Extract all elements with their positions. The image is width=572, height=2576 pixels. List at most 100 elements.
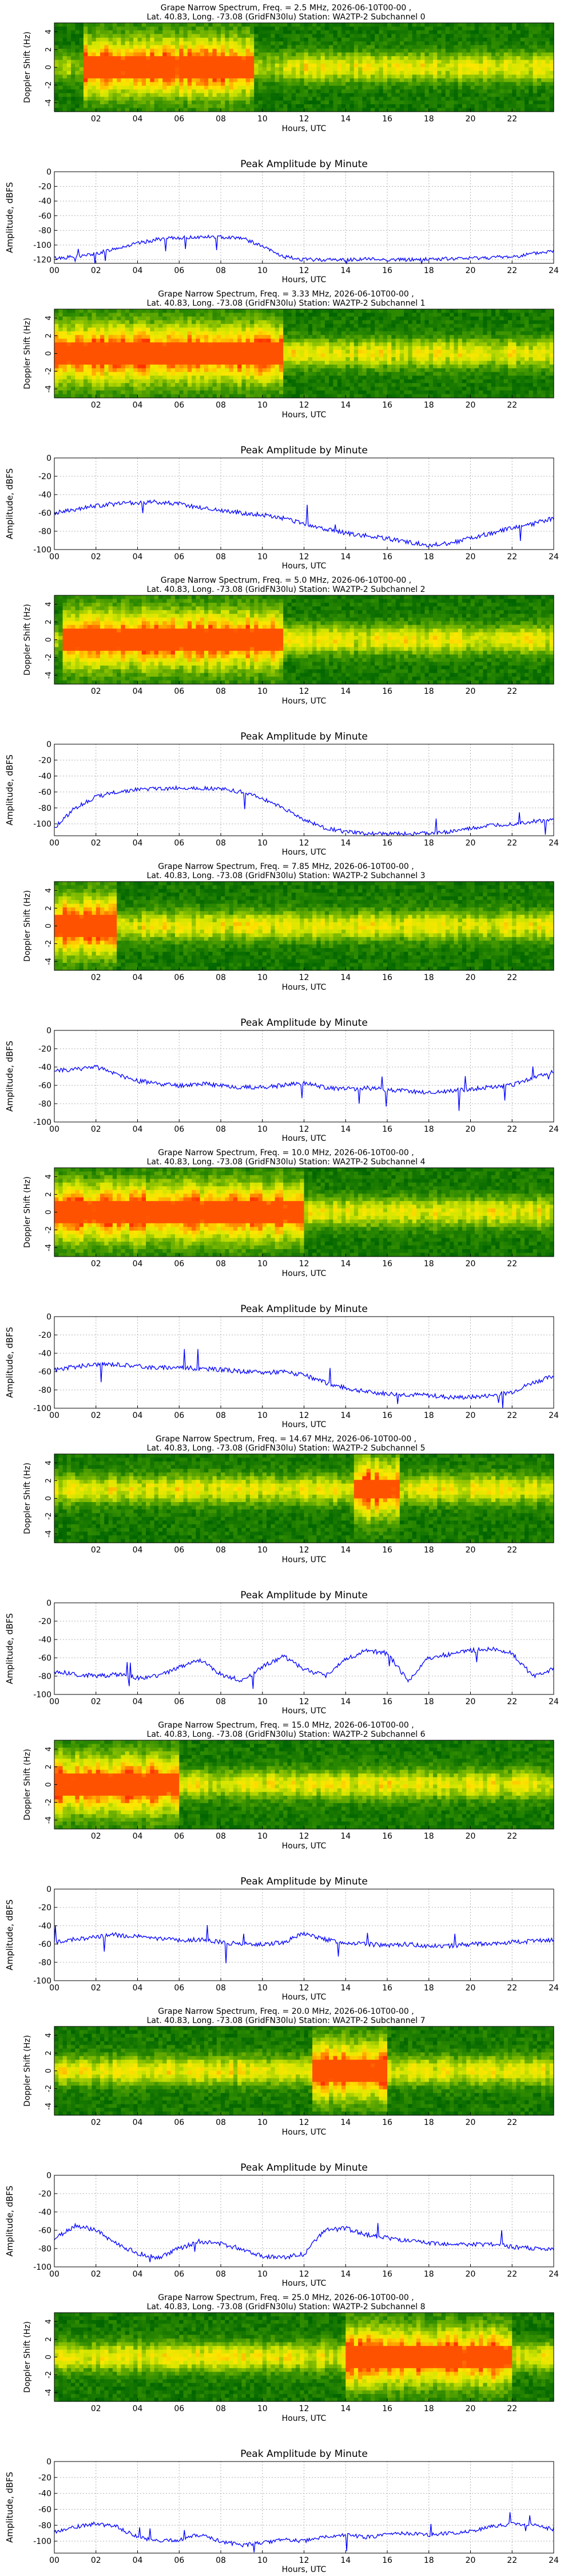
spectrogram-cell [503, 89, 509, 94]
spectrogram-cell [96, 108, 101, 112]
spectrogram-cell [283, 379, 288, 384]
spectrogram-cell [287, 26, 292, 31]
spectrogram-cell [479, 37, 483, 42]
spectrogram-cell [349, 316, 355, 321]
spectrogram-cell [362, 368, 367, 373]
spectrogram-cell [387, 34, 392, 38]
spectrogram-cell [150, 335, 155, 339]
spectrogram-cell [337, 364, 342, 369]
spectrogram-cell [271, 67, 276, 72]
spectrogram-cell [312, 376, 317, 380]
spectrogram-cell [283, 93, 288, 97]
spectrogram-cell [267, 368, 271, 373]
y-tick-label: -4 [45, 99, 53, 106]
spectrogram-cell [291, 350, 296, 354]
spectrogram-cell [291, 100, 296, 105]
spectrogram-cell [462, 89, 467, 94]
spectrogram-cell [408, 30, 413, 34]
spectrogram-cell [112, 320, 117, 325]
spectrogram-cell [353, 60, 359, 64]
spectrogram-cell [450, 60, 455, 64]
spectrogram-cell [158, 327, 163, 332]
spectrogram-cell [441, 74, 446, 79]
spectrogram-cell [125, 41, 130, 46]
spectrogram-cell [88, 100, 93, 105]
spectrogram-cell [279, 353, 284, 358]
spectrogram-cell [416, 67, 421, 72]
spectrogram-cell [483, 97, 488, 101]
spectrogram-cell [391, 323, 396, 328]
spectrogram-cell [192, 85, 196, 90]
spectrogram-cell [179, 56, 184, 61]
spectrogram-cell [545, 97, 550, 101]
spectrogram-cell [366, 390, 371, 395]
spectrogram-cell [271, 338, 276, 343]
spectrogram-cell [512, 70, 517, 76]
spectrogram-cell [254, 74, 259, 79]
spectrogram-cell [291, 64, 296, 68]
spectrogram-cell [329, 386, 334, 391]
spectrogram-cell [137, 327, 142, 332]
spectrogram-cell [541, 49, 546, 53]
spectrogram-cell [229, 331, 234, 335]
spectrogram-cell [117, 74, 122, 79]
spectrogram-cell [150, 323, 155, 328]
spectrogram-cell [308, 52, 313, 57]
spectrogram-cell [433, 108, 438, 112]
spectrogram-cell [212, 350, 217, 354]
spectrogram-cell [183, 335, 188, 339]
spectrogram-cell [379, 34, 384, 38]
spectrogram-cell [379, 372, 384, 376]
spectrogram-cell [254, 26, 259, 31]
spectrogram-cell [408, 60, 413, 64]
spectrogram-cell [329, 338, 334, 343]
spectrogram-cell [221, 394, 225, 398]
x-tick-label: 14 [340, 266, 351, 275]
spectrogram-cell [362, 67, 367, 72]
spectrogram-cell [96, 338, 101, 343]
spectrogram-cell [79, 85, 84, 90]
spectrogram-cell [370, 64, 375, 68]
spectrogram-cell [441, 30, 446, 34]
spectrogram-cell [137, 316, 142, 321]
spectrogram-cell [154, 85, 159, 90]
spectrogram-cell [358, 108, 363, 112]
spectrogram-cell [179, 338, 184, 343]
spectrogram-cell [267, 357, 271, 362]
spectrogram-cell [387, 89, 392, 94]
spectrogram-cell [345, 34, 351, 38]
spectrogram-cell [104, 52, 109, 57]
spectrogram-cell [512, 74, 517, 79]
spectrogram-cell [295, 390, 300, 395]
spectrogram-cell [329, 78, 334, 82]
spectrogram-cell [96, 331, 101, 335]
spectrogram-cell [474, 64, 479, 68]
spectrogram-cell [208, 342, 213, 347]
spectrogram-cell [437, 97, 442, 101]
spectrogram-cell [121, 379, 126, 384]
spectrogram-cell [137, 41, 142, 46]
spectrogram-cell [454, 37, 459, 42]
spectrogram-cell [166, 100, 172, 105]
spectrogram-cell [466, 64, 471, 68]
spectrogram-cell [287, 45, 292, 49]
spectrogram-cell [79, 368, 84, 373]
spectrogram-cell [549, 30, 554, 34]
spectrogram-cell [225, 70, 230, 76]
spectrogram-cell [233, 309, 238, 314]
spectrogram-cell [349, 368, 355, 373]
spectrogram-cell [204, 108, 209, 112]
spectrogram-cell [399, 108, 404, 112]
spectrogram-cell [324, 368, 329, 373]
spectrogram-cell [287, 108, 292, 112]
spectrogram-cell [141, 335, 146, 339]
spectrogram-cell [71, 361, 76, 365]
spectrogram-cell [129, 364, 134, 369]
spectrogram-cell [154, 386, 159, 391]
spectrogram-cell [333, 60, 338, 64]
spectrogram-cell [420, 45, 426, 49]
spectrogram-cell [300, 364, 305, 369]
spectrogram-cell [499, 93, 505, 97]
spectrogram-cell [454, 104, 459, 109]
spectrogram-cell [96, 309, 101, 314]
